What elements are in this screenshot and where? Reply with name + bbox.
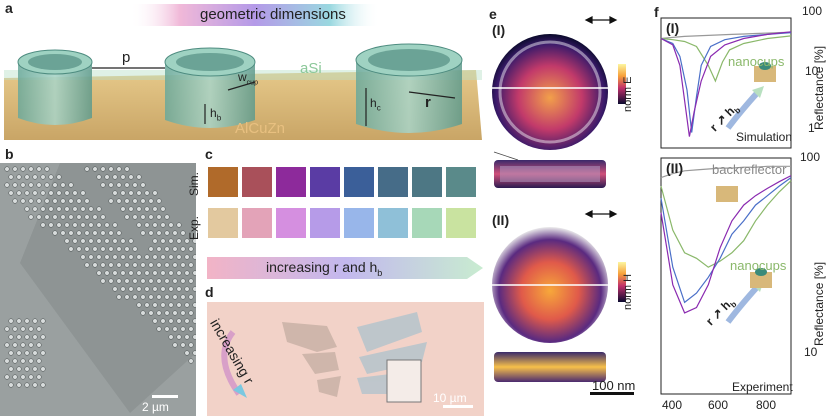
panel-label-a: a <box>5 0 13 16</box>
ytick-top-10: 10 <box>805 64 819 78</box>
sub-label-e-ii: (II) <box>492 212 510 228</box>
radius-line <box>408 91 456 99</box>
caption-experiment: Experiment <box>732 380 793 394</box>
exp-swatch-7 <box>412 208 442 238</box>
e-field-top-view <box>492 34 608 150</box>
scalebar-e <box>590 392 634 395</box>
ytick-bottom-100: 100 <box>800 150 821 164</box>
sem-image-b <box>0 163 196 416</box>
xtick-800: 800 <box>756 398 777 412</box>
wall-line <box>227 81 256 91</box>
ytick-top-1: 1 <box>808 121 815 135</box>
ylabel-top: Reflectance [%] <box>812 45 826 130</box>
xtick-400: 400 <box>662 398 683 412</box>
ylabel-bottom: Reflectance [%] <box>812 261 826 346</box>
legend-backreflector: backreflector <box>712 162 787 177</box>
polarization-arrow-bottom <box>584 210 618 218</box>
f-II-series-3 <box>660 177 792 304</box>
label-asi: aSi <box>300 60 322 77</box>
label-substrate: AlCuZn <box>235 120 286 137</box>
banner-text: geometric dimensions <box>200 6 346 23</box>
scalebar-label-d: 10 µm <box>433 391 467 405</box>
exp-swatch-1 <box>208 208 238 238</box>
f-I-series-3 <box>660 32 792 133</box>
panel-label-e: e <box>489 6 497 22</box>
panel-label-f: f <box>654 4 659 20</box>
f-II-series-2 <box>660 180 792 268</box>
curved-arrow-d <box>221 330 242 396</box>
scalebar-label-b: 2 µm <box>142 400 169 414</box>
f-I-series-1 <box>660 31 792 40</box>
scalebar-b <box>152 395 178 398</box>
xtick-600: 600 <box>708 398 729 412</box>
panel-a-illustration <box>4 4 482 140</box>
sub-label-f-i: (I) <box>666 20 680 36</box>
cbar-label-e: norm E <box>622 76 634 112</box>
label-w: wcup <box>238 70 258 87</box>
exp-swatch-6 <box>378 208 408 238</box>
scalebar-label-e: 100 nm <box>592 378 636 393</box>
row-label-exp: Exp. <box>187 215 201 240</box>
hb-arrow-top <box>725 86 764 130</box>
sim-swatch-4 <box>310 167 340 197</box>
scalebar-d <box>443 405 473 408</box>
ytick-top-100: 100 <box>802 4 823 18</box>
nanocup-icon-bottom <box>750 272 772 288</box>
exp-swatch-8 <box>446 208 476 238</box>
reflectance-plots-f <box>660 17 792 395</box>
sim-swatch-7 <box>412 167 442 197</box>
field-maps-e <box>488 16 634 395</box>
zoom-inset <box>386 359 422 403</box>
f-II-series-1 <box>660 165 791 179</box>
nanocup-icon-top <box>754 66 776 82</box>
sim-swatch-1 <box>208 167 238 197</box>
panel-label-c: c <box>205 146 213 162</box>
banner-gradient <box>130 4 380 26</box>
panel-label-d: d <box>205 284 214 300</box>
increasing-arrow-c <box>207 257 483 279</box>
exp-swatch-2 <box>242 208 272 238</box>
arrow-text-c: increasing r and hb <box>266 259 383 278</box>
sim-swatch-8 <box>446 167 476 197</box>
label-r: r <box>425 94 431 111</box>
nanocup-2 <box>164 47 256 128</box>
exp-swatch-3 <box>276 208 306 238</box>
sim-swatch-6 <box>378 167 408 197</box>
colorbar-h <box>618 262 626 302</box>
sim-swatch-5 <box>344 167 374 197</box>
backreflector-icon <box>716 186 738 202</box>
colorbar-e <box>618 64 626 104</box>
sim-swatch-3 <box>276 167 306 197</box>
f-II-series-4 <box>660 175 792 314</box>
label-hc: hc <box>370 96 381 113</box>
f-I-series-4 <box>660 31 792 137</box>
caption-simulation: Simulation <box>736 130 793 144</box>
sub-label-e-i: (I) <box>492 22 506 38</box>
row-label-sim: Sim. <box>187 172 201 196</box>
exp-swatch-5 <box>344 208 374 238</box>
legend-nanocups-bottom: nanocups <box>730 258 787 273</box>
sim-swatch-2 <box>242 167 272 197</box>
ytick-bottom-10: 10 <box>804 345 818 359</box>
cbar-label-h: norm H <box>622 273 634 310</box>
h-field-side-view <box>494 352 606 382</box>
legend-nanocups-top: nanocups <box>728 54 785 69</box>
panel-label-b: b <box>5 146 14 162</box>
label-p: p <box>122 49 131 66</box>
butterfly-left-wing <box>282 322 341 397</box>
nanocup-3 <box>355 43 463 133</box>
nanocup-1 <box>17 49 93 125</box>
polarization-arrow-top <box>584 16 618 24</box>
sub-label-f-ii: (II) <box>666 160 684 176</box>
exp-swatch-4 <box>310 208 340 238</box>
optical-image-d <box>207 302 484 416</box>
f-I-series-2 <box>660 35 792 83</box>
label-hb: hb <box>210 106 222 123</box>
